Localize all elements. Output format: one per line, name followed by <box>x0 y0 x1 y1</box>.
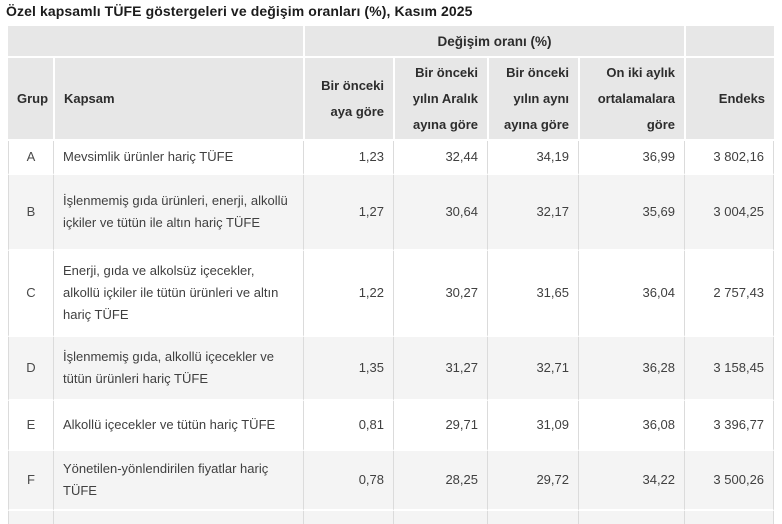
group-header-degisim-orani: Değişim oranı (%) <box>303 26 685 58</box>
header-group-row: Değişim oranı (%) <box>8 26 775 58</box>
endeks-cell: 3 396,77 <box>684 401 775 451</box>
endeks-cell: 3 500,26 <box>684 451 775 511</box>
grup-cell: E <box>8 401 53 451</box>
twelve-month-avg-cell: 36,99 <box>578 141 685 175</box>
column-header-since-december: Bir önceki yılın Aralık ayına göre <box>393 58 487 141</box>
twelve-month-avg-cell: 35,69 <box>578 175 685 251</box>
endeks-cell: 3 158,45 <box>684 337 775 401</box>
kapsam-cell <box>53 511 303 524</box>
column-header-monthly: Bir önceki aya göre <box>303 58 393 141</box>
table-row-b: B İşlenmemiş gıda ürünleri, enerji, alko… <box>8 175 775 251</box>
table-row-c: C Enerji, gıda ve alkolsüz içecekler, al… <box>8 251 775 337</box>
column-header-kapsam: Kapsam <box>53 58 303 141</box>
endeks-cell: 3 802,16 <box>684 141 775 175</box>
monthly-cell: 0,78 <box>303 451 393 511</box>
twelve-month-avg-cell <box>578 511 685 524</box>
grup-cell: A <box>8 141 53 175</box>
table-row-e: E Alkollü içecekler ve tütün hariç TÜFE … <box>8 401 775 451</box>
partial-cutoff-row <box>8 511 775 524</box>
header-spacer-left <box>8 26 303 58</box>
monthly-cell: 1,23 <box>303 141 393 175</box>
year-over-year-cell <box>487 511 578 524</box>
column-header-twelve-month-avg: On iki aylık ortalamalara göre <box>578 58 685 141</box>
endeks-cell: 2 757,43 <box>684 251 775 337</box>
grup-cell: B <box>8 175 53 251</box>
kapsam-cell: Yönetilen-yönlendirilen fiyatlar hariç T… <box>53 451 303 511</box>
year-over-year-cell: 31,09 <box>487 401 578 451</box>
header-columns-row: Grup Kapsam Bir önceki aya göre Bir önce… <box>8 58 775 141</box>
since-december-cell: 30,27 <box>393 251 487 337</box>
grup-cell: C <box>8 251 53 337</box>
monthly-cell <box>303 511 393 524</box>
monthly-cell: 1,27 <box>303 175 393 251</box>
kapsam-cell: İşlenmemiş gıda ürünleri, enerji, alkoll… <box>53 175 303 251</box>
grup-cell: D <box>8 337 53 401</box>
table-row-f: F Yönetilen-yönlendirilen fiyatlar hariç… <box>8 451 775 511</box>
table-row-a: A Mevsimlik ürünler hariç TÜFE 1,23 32,4… <box>8 141 775 175</box>
year-over-year-cell: 32,71 <box>487 337 578 401</box>
twelve-month-avg-cell: 34,22 <box>578 451 685 511</box>
header-spacer-right <box>684 26 775 58</box>
year-over-year-cell: 31,65 <box>487 251 578 337</box>
since-december-cell: 29,71 <box>393 401 487 451</box>
twelve-month-avg-cell: 36,08 <box>578 401 685 451</box>
table-body: A Mevsimlik ürünler hariç TÜFE 1,23 32,4… <box>8 141 775 524</box>
twelve-month-avg-cell: 36,04 <box>578 251 685 337</box>
kapsam-cell: Mevsimlik ürünler hariç TÜFE <box>53 141 303 175</box>
grup-cell: F <box>8 451 53 511</box>
since-december-cell: 30,64 <box>393 175 487 251</box>
column-header-endeks: Endeks <box>684 58 775 141</box>
endeks-cell: 3 004,25 <box>684 175 775 251</box>
year-over-year-cell: 34,19 <box>487 141 578 175</box>
grup-cell <box>8 511 53 524</box>
kapsam-cell: İşlenmemiş gıda, alkollü içecekler ve tü… <box>53 337 303 401</box>
year-over-year-cell: 32,17 <box>487 175 578 251</box>
monthly-cell: 1,22 <box>303 251 393 337</box>
tufe-indicators-table: Değişim oranı (%) Grup Kapsam Bir önceki… <box>8 26 775 524</box>
twelve-month-avg-cell: 36,28 <box>578 337 685 401</box>
kapsam-cell: Alkollü içecekler ve tütün hariç TÜFE <box>53 401 303 451</box>
monthly-cell: 0,81 <box>303 401 393 451</box>
page-title: Özel kapsamlı TÜFE göstergeleri ve değiş… <box>6 3 473 19</box>
since-december-cell: 31,27 <box>393 337 487 401</box>
since-december-cell: 32,44 <box>393 141 487 175</box>
column-header-grup: Grup <box>8 58 53 141</box>
column-header-year-over-year: Bir önceki yılın aynı ayına göre <box>487 58 578 141</box>
kapsam-cell: Enerji, gıda ve alkolsüz içecekler, alko… <box>53 251 303 337</box>
monthly-cell: 1,35 <box>303 337 393 401</box>
year-over-year-cell: 29,72 <box>487 451 578 511</box>
endeks-cell <box>684 511 775 524</box>
since-december-cell: 28,25 <box>393 451 487 511</box>
table-header: Değişim oranı (%) Grup Kapsam Bir önceki… <box>8 26 775 141</box>
since-december-cell <box>393 511 487 524</box>
table-row-d: D İşlenmemiş gıda, alkollü içecekler ve … <box>8 337 775 401</box>
